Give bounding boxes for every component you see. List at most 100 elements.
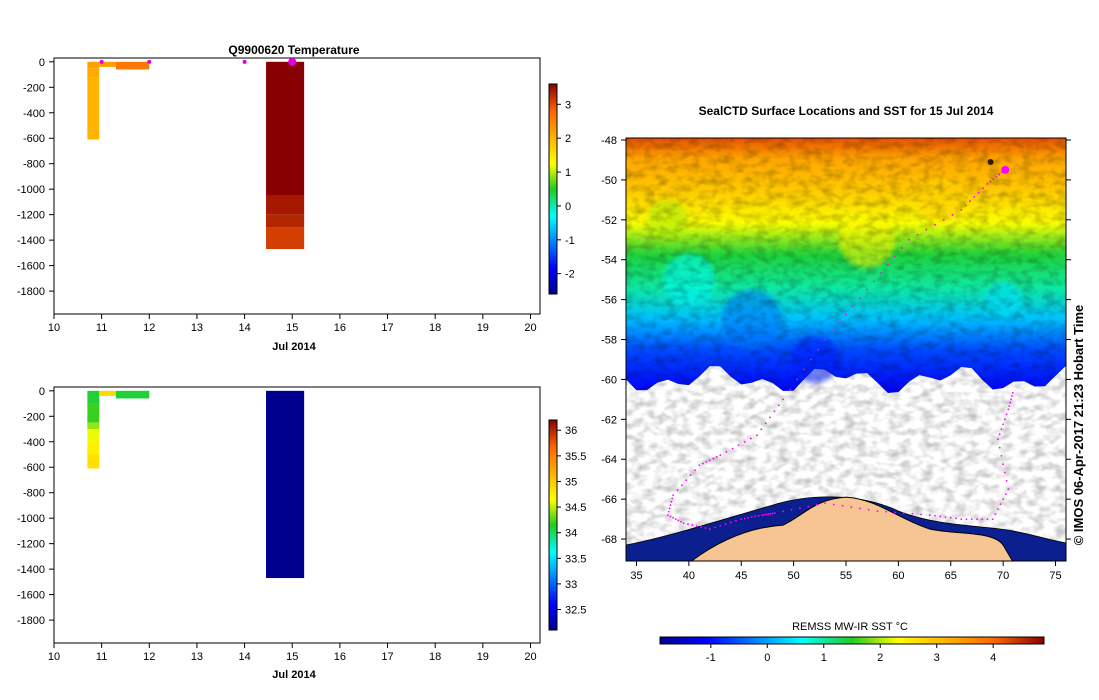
y-tick-label: -400 bbox=[23, 437, 45, 449]
lon-tick-label: 35 bbox=[630, 570, 642, 582]
track-point bbox=[1005, 413, 1008, 416]
track-point bbox=[667, 514, 669, 517]
track-point bbox=[925, 228, 928, 231]
track-point bbox=[866, 288, 868, 291]
track-point bbox=[754, 515, 757, 518]
colorbar-tick-label: 35.5 bbox=[565, 451, 586, 463]
track-point bbox=[729, 521, 732, 524]
y-tick-label: -1400 bbox=[17, 564, 45, 576]
track-point bbox=[928, 514, 931, 517]
map-colorbar: -1 0 1 2 3 4 bbox=[659, 636, 1045, 664]
lat-tick-label: -56 bbox=[601, 295, 617, 307]
colorbar-tick-label: 32.5 bbox=[565, 605, 586, 617]
y-tick-label: -1600 bbox=[17, 590, 45, 602]
colorbar-tick-label: 4 bbox=[990, 652, 996, 664]
salinity-colorbar: 36 35.5 35 34.5 34 33.5 33 32.5 bbox=[548, 419, 586, 631]
track-point bbox=[763, 513, 766, 516]
track-point bbox=[973, 195, 976, 198]
colorbar-tick-label: 0 bbox=[565, 201, 571, 213]
colorbar-ramp bbox=[548, 83, 558, 295]
profile-0-cell-2 bbox=[87, 77, 100, 140]
colorbar-tick-label: 35 bbox=[565, 476, 577, 488]
track-point bbox=[799, 507, 801, 510]
y-tick-label: -600 bbox=[23, 462, 45, 474]
track-point bbox=[674, 518, 677, 520]
track-point bbox=[698, 464, 701, 467]
track-point bbox=[841, 504, 844, 507]
profile-3-cell-1 bbox=[266, 195, 305, 215]
track-point bbox=[677, 519, 680, 522]
lon-tick-label: 50 bbox=[787, 570, 799, 582]
surface-marker bbox=[147, 59, 152, 64]
track-point bbox=[920, 513, 922, 516]
track-point bbox=[1002, 423, 1005, 426]
salinity-section: 10 11 12 13 14 15 16 17 18 19 20 0 -200 -400 -600 -800… bbox=[17, 386, 587, 681]
colorbar-tick-label: -2 bbox=[565, 269, 575, 281]
x-tick-label: 10 bbox=[48, 322, 60, 334]
copyright-stamp: © IMOS 06-Apr-2017 21:23 Hobart Time bbox=[1071, 305, 1086, 546]
colorbar-tick-label: 33.5 bbox=[565, 553, 586, 565]
track-point bbox=[715, 456, 718, 458]
track-point bbox=[939, 515, 942, 518]
y-tick-label: -1000 bbox=[17, 184, 45, 196]
track-point bbox=[743, 441, 746, 443]
track-point bbox=[687, 523, 689, 525]
track-point bbox=[668, 507, 671, 510]
profile-0-cell-0 bbox=[87, 61, 100, 69]
x-tick-label: 13 bbox=[191, 651, 203, 663]
colorbar-tick-label: 34 bbox=[565, 528, 577, 540]
seal-track bbox=[667, 158, 1014, 530]
track-point bbox=[1010, 395, 1013, 397]
colorbar-tick-label: 34.5 bbox=[565, 502, 586, 514]
track-point bbox=[700, 526, 702, 528]
track-point bbox=[887, 263, 889, 266]
colorbar-tick-label: 1 bbox=[565, 167, 571, 179]
track-point bbox=[907, 238, 910, 241]
colorbar-tick-label: 36 bbox=[565, 425, 577, 437]
x-tick-label: 19 bbox=[477, 322, 489, 334]
track-point bbox=[789, 388, 792, 391]
track-point bbox=[1002, 498, 1005, 501]
lon-tick-label: 75 bbox=[1049, 570, 1061, 582]
profile-3-cell-0 bbox=[266, 61, 305, 196]
track-point bbox=[960, 518, 963, 520]
track-point bbox=[998, 446, 1001, 449]
y-tick-label: -1000 bbox=[17, 513, 45, 525]
track-point bbox=[824, 338, 826, 341]
track-point bbox=[997, 438, 999, 441]
colorbar-ramp bbox=[659, 636, 1045, 645]
map-lat-axis: -48 -50 -52 -54 -56 -58 -60 -62 -64 -66 -68 bbox=[601, 135, 1071, 546]
track-point bbox=[777, 404, 780, 407]
track-point bbox=[832, 503, 835, 506]
track-point bbox=[669, 504, 672, 507]
y-tick-label: -800 bbox=[23, 488, 45, 500]
surface-marker bbox=[288, 57, 297, 66]
track-point bbox=[761, 514, 764, 517]
x-tick-label: 15 bbox=[286, 322, 298, 334]
lon-tick-label: 40 bbox=[683, 570, 695, 582]
x-tick-label: 11 bbox=[96, 651, 107, 663]
track-point bbox=[970, 518, 973, 520]
x-tick-label: 13 bbox=[191, 322, 203, 334]
track-point bbox=[807, 505, 810, 508]
track-point bbox=[671, 497, 674, 500]
profile-2-cell-0 bbox=[115, 390, 150, 399]
track-point bbox=[992, 178, 995, 181]
temperature-colorbar: 3 2 1 0 -1 -2 bbox=[548, 83, 575, 295]
track-point bbox=[708, 459, 711, 462]
lon-tick-label: 70 bbox=[997, 570, 1009, 582]
profile-0-cell-2 bbox=[87, 422, 100, 430]
colorbar-tick-label: 3 bbox=[934, 652, 940, 664]
track-point bbox=[782, 398, 785, 401]
lat-tick-label: -66 bbox=[601, 494, 617, 506]
track-point bbox=[964, 204, 967, 207]
colorbar-tick-label: 3 bbox=[565, 99, 571, 111]
track-point bbox=[1009, 401, 1012, 404]
track-point bbox=[731, 447, 734, 450]
track-point bbox=[672, 494, 675, 497]
colorbar-tick-label: -1 bbox=[565, 235, 575, 247]
y-tick-label: -1400 bbox=[17, 235, 45, 247]
y-tick-label: -600 bbox=[23, 133, 45, 145]
y-tick-label: -1200 bbox=[17, 210, 45, 222]
